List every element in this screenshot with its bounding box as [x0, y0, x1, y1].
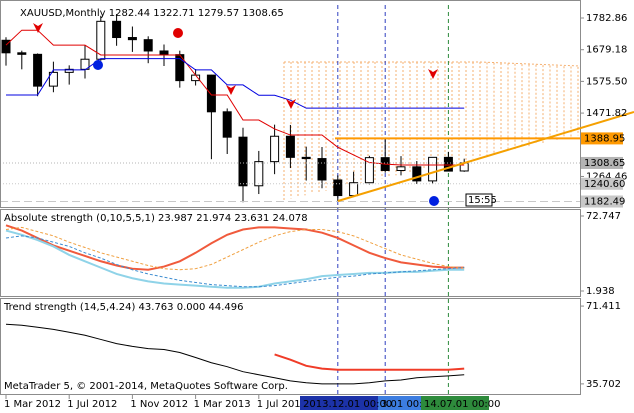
panel-title: Absolute strength (0,10,5,5,1) 23.987 21… [4, 213, 308, 224]
timer: 15:55 [468, 195, 497, 206]
arrow-marker [33, 23, 43, 33]
candle-body [364, 157, 374, 184]
candle-body [143, 39, 153, 52]
panel-title: Trend strength (14,5,4.24) 43.763 0.000 … [3, 302, 244, 313]
plot-layer [0, 5, 581, 395]
candle-body [238, 136, 248, 187]
date-cursor-label: 3.01 00:00 [381, 399, 435, 410]
trend-line [337, 111, 634, 202]
panel-title: XAUUSD,Monthly 1282.44 1322.71 1279.57 1… [20, 8, 284, 19]
candle-body [254, 161, 264, 187]
y-tick-label: 1.938 [586, 286, 615, 297]
panel-frame [0, 209, 581, 297]
price-label-box [581, 156, 623, 169]
arrow-marker [428, 69, 438, 79]
dot-marker [93, 60, 103, 70]
panel-frame [0, 298, 581, 395]
price-label: 1308.65 [584, 158, 625, 169]
candle-body [64, 68, 74, 73]
date-cursor-label: 14.07.01 00:00 [424, 399, 501, 410]
price-label-box [581, 132, 623, 145]
candle-body [349, 182, 359, 197]
candle-body [206, 74, 216, 113]
timer-box [465, 193, 493, 207]
y-tick-label: 35.702 [586, 379, 621, 390]
arrow-marker [286, 99, 296, 109]
copyright: MetaTrader 5, © 2001-2014, MetaQuotes So… [4, 381, 288, 392]
series-line [5, 235, 465, 288]
arrow-marker [226, 85, 236, 95]
candle-body [285, 135, 295, 158]
main-frame [0, 0, 581, 208]
candle-body [333, 179, 343, 197]
series-line [6, 58, 465, 109]
candle-body [159, 50, 169, 56]
price-label: 1240.60 [584, 179, 625, 190]
candle-body [222, 111, 232, 138]
x-tick-label: 1 Jul 2013 [257, 399, 307, 410]
candle-body [317, 158, 327, 181]
price-label: 1388.95 [584, 133, 625, 144]
candle-body [127, 37, 137, 41]
price-label-box [581, 177, 623, 190]
y-tick-label: 71.411 [586, 301, 621, 312]
series-line [5, 229, 465, 289]
x-tick-label: 1 Nov 2012 [130, 399, 188, 410]
dot-marker [173, 28, 183, 38]
cloud-edge [284, 61, 581, 67]
price-label: 1182.49 [584, 197, 625, 208]
candle-body [412, 166, 422, 182]
date-cursor-box [421, 396, 489, 410]
y-tick-label: 1264.46 [586, 171, 627, 182]
y-tick-label: 1782.86 [586, 13, 627, 24]
y-tick-label: 72.747 [586, 211, 621, 222]
candle-body [270, 135, 280, 163]
y-tick-label: 1471.82 [586, 108, 627, 119]
series-line [274, 353, 465, 371]
x-tick-label: 1 Mar 2013 [194, 399, 251, 410]
price-label-box [581, 195, 623, 208]
candle-body [301, 156, 311, 160]
candle-body [396, 166, 406, 171]
series-line [5, 29, 465, 166]
y-tick-label: 1575.50 [586, 76, 627, 87]
dot-marker [429, 196, 439, 206]
candle-body [428, 156, 438, 182]
date-cursor-box [300, 396, 378, 410]
date-cursor-box [378, 396, 424, 410]
date-cursor-label: 2013.12.01 00:00 [303, 399, 392, 410]
series-line [5, 323, 465, 385]
candle-body [33, 53, 43, 87]
candle-body [48, 71, 58, 87]
candle-body [112, 20, 122, 39]
x-tick-label: 1 Jul 2012 [67, 399, 117, 410]
candle-body [443, 156, 453, 172]
series-line [5, 224, 465, 271]
candle-body [1, 39, 11, 54]
candle-body [17, 52, 27, 55]
x-tick-label: 1 Mar 2012 [4, 399, 61, 410]
y-tick-label: 1679.18 [586, 45, 627, 56]
